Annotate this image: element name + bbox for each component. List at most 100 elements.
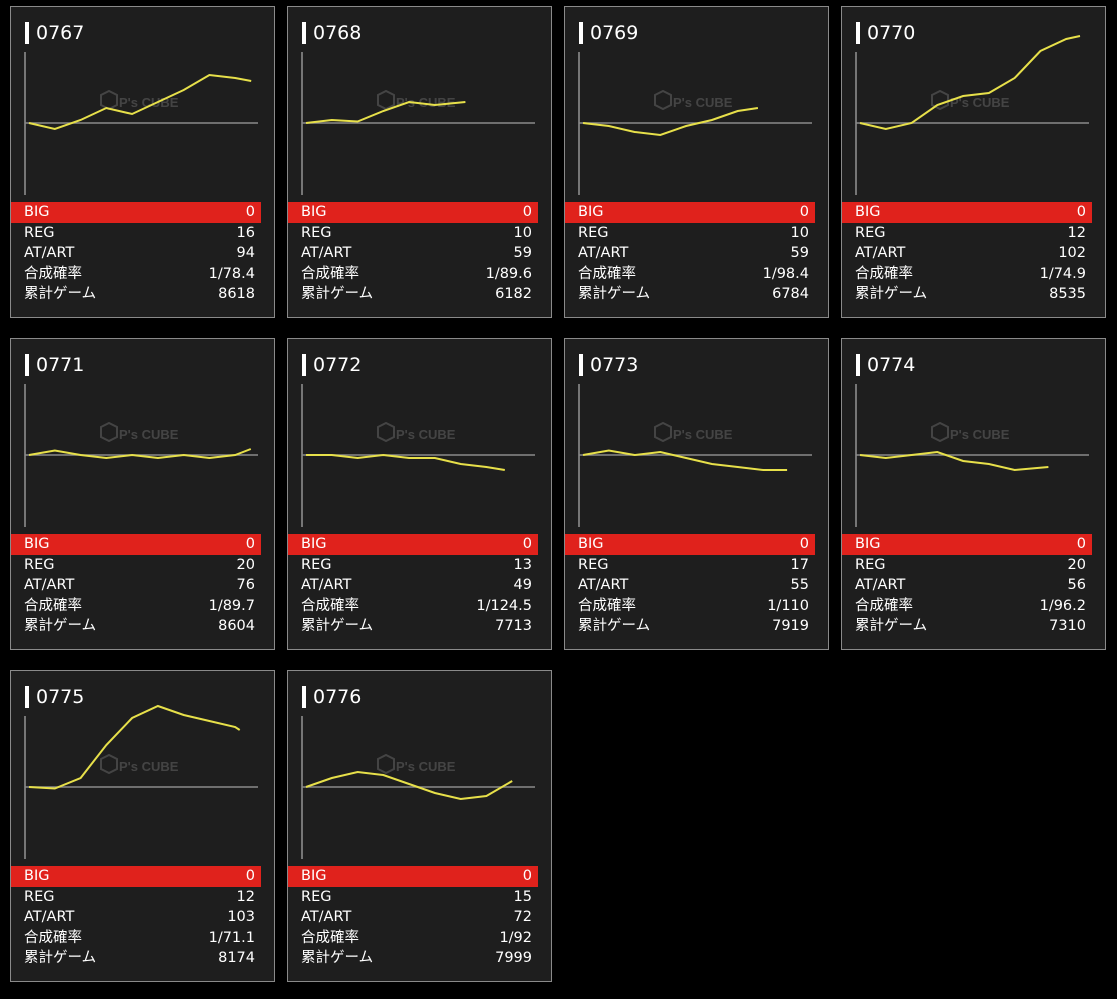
slump-graph: P's CUBE [578,52,812,195]
reg-row: REG 20 [848,555,1092,576]
games-value: 7919 [772,618,809,635]
at-label: AT/ART [855,577,906,594]
big-value: 0 [522,536,532,552]
big-value: 0 [1076,536,1086,552]
title-marker [579,354,583,376]
reg-row: REG 12 [17,887,261,908]
games-value: 8535 [1049,286,1086,303]
prob-label: 合成確率 [301,265,359,282]
games-value: 7713 [495,618,532,635]
machine-number: 0774 [867,354,916,376]
machine-card-0770[interactable]: 0770 P's CUBE BIG 0 REG 12 AT/ART 102 合成確率 1… [841,6,1106,318]
watermark-logo: P's CUBE [100,421,179,443]
watermark-logo: P's CUBE [654,421,733,443]
big-label: BIG [855,204,881,220]
games-row: 累計ゲーム 7310 [848,616,1092,637]
reg-value: 10 [790,224,809,241]
big-row: BIG 0 [565,202,815,223]
big-value: 0 [245,868,255,884]
games-row: 累計ゲーム 8535 [848,284,1092,305]
games-label: 累計ゲーム [301,286,374,303]
watermark-logo: P's CUBE [377,89,456,111]
slump-line [582,449,788,471]
big-row: BIG 0 [842,202,1092,223]
prob-label: 合成確率 [24,597,82,614]
reg-value: 13 [513,556,532,573]
at-label: AT/ART [24,577,75,594]
big-row: BIG 0 [288,866,538,887]
reg-row: REG 16 [17,223,261,244]
at-label: AT/ART [301,245,352,262]
prob-label: 合成確率 [578,265,636,282]
reg-value: 12 [236,888,255,905]
prob-value: 1/89.7 [208,597,255,614]
prob-row: 合成確率 1/92 [294,928,538,949]
watermark-text: P's CUBE [119,759,179,774]
machine-card-0768[interactable]: 0768 P's CUBE BIG 0 REG 10 AT/ART 59 合成確率 1/… [287,6,552,318]
prob-label: 合成確率 [301,597,359,614]
big-label: BIG [24,536,50,552]
reg-label: REG [301,224,332,241]
machine-card-0772[interactable]: 0772 P's CUBE BIG 0 REG 13 AT/ART 49 合成確率 1/… [287,338,552,650]
watermark-text: P's CUBE [673,427,733,442]
machine-card-0776[interactable]: 0776 P's CUBE BIG 0 REG 15 AT/ART 72 合成確率 1/… [287,670,552,982]
machine-card-0775[interactable]: 0775 P's CUBE BIG 0 REG 12 AT/ART 103 合成確率 1… [10,670,275,982]
prob-value: 1/96.2 [1039,597,1086,614]
slump-line [28,704,241,790]
prob-row: 合成確率 1/71.1 [17,928,261,949]
prob-label: 合成確率 [301,929,359,946]
reg-label: REG [855,556,886,573]
slump-graph: P's CUBE [855,384,1089,527]
big-value: 0 [522,868,532,884]
reg-value: 15 [513,888,532,905]
at-row: AT/ART 59 [571,243,815,264]
at-value: 103 [227,909,255,926]
at-value: 102 [1058,245,1086,262]
title-marker [579,22,583,44]
reg-label: REG [301,888,332,905]
at-label: AT/ART [301,577,352,594]
at-row: AT/ART 59 [294,243,538,264]
machine-card-0767[interactable]: 0767 P's CUBE BIG 0 REG 16 AT/ART 94 合成確率 1/… [10,6,275,318]
reg-row: REG 20 [17,555,261,576]
title-marker [302,686,306,708]
machine-number: 0769 [590,22,639,44]
slump-graph: P's CUBE [578,384,812,527]
watermark-text: P's CUBE [396,427,456,442]
at-row: AT/ART 56 [848,575,1092,596]
reg-value: 20 [236,556,255,573]
prob-value: 1/89.6 [485,265,532,282]
watermark-text: P's CUBE [119,427,179,442]
at-value: 55 [790,577,809,594]
games-label: 累計ゲーム [578,618,651,635]
watermark-logo: P's CUBE [931,89,1010,111]
at-value: 72 [513,909,532,926]
machine-number: 0767 [36,22,85,44]
at-label: AT/ART [301,909,352,926]
games-value: 6784 [772,286,809,303]
machine-card-0769[interactable]: 0769 P's CUBE BIG 0 REG 10 AT/ART 59 合成確率 1/… [564,6,829,318]
games-row: 累計ゲーム 8604 [17,616,261,637]
stats-table: BIG 0 REG 16 AT/ART 94 合成確率 1/78.4 累計ゲーム 8618 [11,202,261,305]
machine-card-0774[interactable]: 0774 P's CUBE BIG 0 REG 20 AT/ART 56 合成確率 1/… [841,338,1106,650]
stats-table: BIG 0 REG 10 AT/ART 59 合成確率 1/89.6 累計ゲーム 6182 [288,202,538,305]
prob-value: 1/74.9 [1039,265,1086,282]
reg-value: 12 [1067,224,1086,241]
big-row: BIG 0 [11,202,261,223]
prob-value: 1/92 [499,929,532,946]
machine-card-0773[interactable]: 0773 P's CUBE BIG 0 REG 17 AT/ART 55 合成確率 1/… [564,338,829,650]
games-label: 累計ゲーム [578,286,651,303]
prob-label: 合成確率 [578,597,636,614]
games-row: 累計ゲーム 6182 [294,284,538,305]
reg-label: REG [24,224,55,241]
games-value: 8174 [218,950,255,967]
stats-table: BIG 0 REG 12 AT/ART 103 合成確率 1/71.1 累計ゲーム 817… [11,866,261,969]
slump-graph: P's CUBE [24,52,258,195]
machine-card-0771[interactable]: 0771 P's CUBE BIG 0 REG 20 AT/ART 76 合成確率 1/… [10,338,275,650]
slump-graph: P's CUBE [24,384,258,527]
games-label: 累計ゲーム [24,950,97,967]
prob-value: 1/98.4 [762,265,809,282]
at-row: AT/ART 49 [294,575,538,596]
slump-line [306,453,505,471]
games-label: 累計ゲーム [301,618,374,635]
